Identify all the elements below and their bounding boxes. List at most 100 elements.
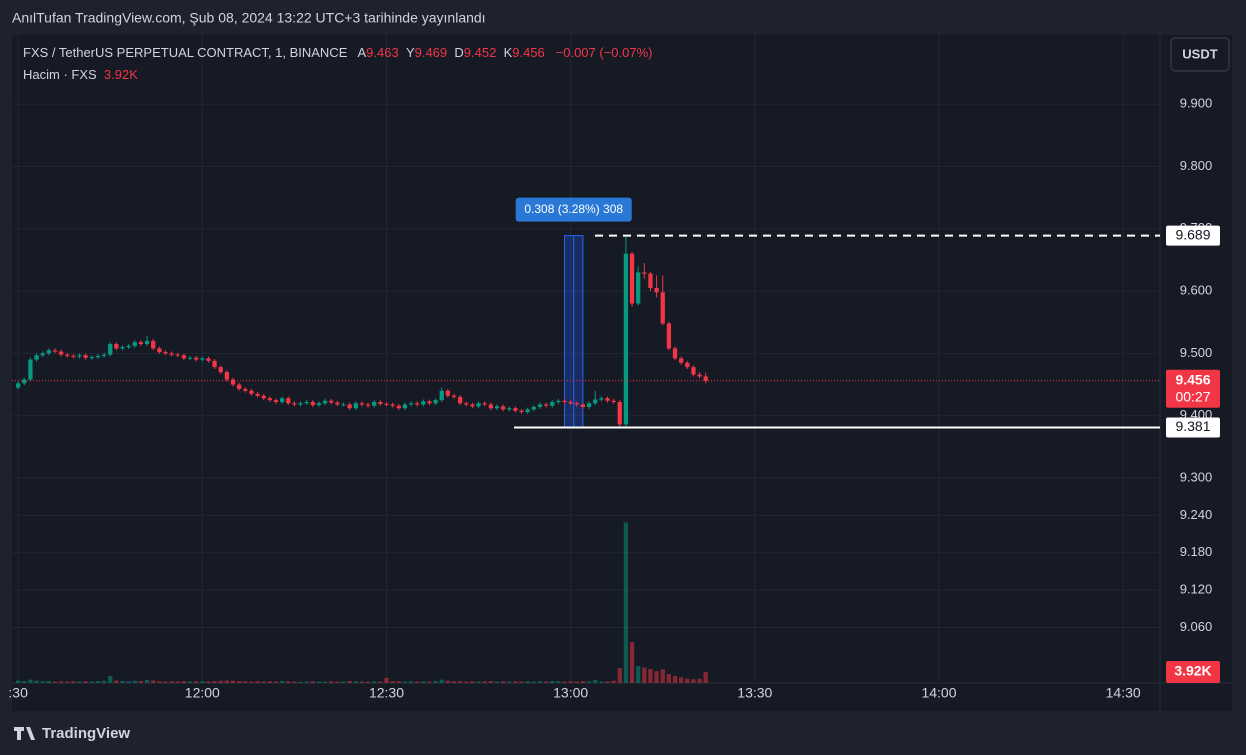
candle-body	[500, 406, 506, 410]
candle-body	[482, 403, 487, 405]
volume-bar	[200, 681, 205, 683]
candle-body	[267, 398, 272, 401]
candle-body	[34, 355, 39, 360]
volume-bar	[390, 681, 395, 683]
candle-body	[181, 355, 187, 359]
candle-body	[114, 344, 119, 349]
volume-bar	[261, 681, 266, 683]
volume-bar	[71, 681, 76, 683]
volume-bar	[230, 680, 236, 683]
volume-bar	[703, 671, 708, 683]
ohlc-label: K	[503, 45, 513, 60]
change: −0.007 (−0.07%)	[555, 45, 653, 60]
candle-body	[586, 403, 592, 407]
volume-bar	[691, 679, 696, 683]
volume-bar	[298, 681, 303, 683]
x-tick-label: :30	[8, 685, 28, 701]
axis: 9.9009.8009.7009.6009.5009.4009.3009.240…	[8, 96, 1220, 701]
candle-body	[433, 400, 438, 404]
candle-body	[623, 253, 629, 425]
volume-bar	[243, 681, 248, 683]
ohlc-value: 9.463	[366, 45, 399, 60]
volume-label: 3.92K	[1174, 663, 1211, 679]
volume-bar	[236, 681, 242, 683]
candle-body	[200, 358, 205, 360]
last-price-label: 9.456	[1175, 372, 1210, 388]
candle-body	[617, 401, 622, 425]
volume-bar	[617, 668, 622, 683]
currency-button[interactable]	[1170, 37, 1230, 72]
candle-body	[451, 395, 457, 398]
volume-bar	[169, 681, 174, 683]
candle-body	[261, 395, 266, 399]
volume-bar	[267, 681, 272, 683]
candle-body	[40, 353, 45, 356]
candle-body	[562, 400, 567, 402]
candle-body	[157, 348, 162, 353]
volume-bar	[396, 681, 401, 683]
candle-body	[341, 404, 346, 406]
candle-body	[304, 401, 309, 404]
volume-bar	[114, 680, 119, 683]
ohlc-label: Y	[405, 45, 415, 60]
volume-bar	[65, 681, 70, 683]
volume-bar	[310, 681, 315, 683]
volume-bar	[273, 681, 279, 683]
currency[interactable]: USDT	[1182, 46, 1217, 61]
candle-body	[169, 353, 174, 355]
candle-body	[163, 352, 168, 354]
countdown: 00:27	[1175, 389, 1210, 405]
candle-body	[353, 403, 358, 409]
candle-body	[445, 390, 451, 396]
volume-bar	[586, 681, 592, 683]
candle-body	[28, 359, 33, 380]
candle-body	[458, 397, 463, 404]
volume-bar	[623, 522, 629, 683]
volume-bar	[347, 681, 352, 683]
price-label: 9.381	[1175, 418, 1210, 434]
volume-bar	[611, 680, 616, 683]
candle-body	[108, 344, 113, 355]
volume-bar	[507, 681, 512, 683]
volume-bar	[537, 681, 543, 683]
candle-body	[224, 372, 230, 380]
volume-bar	[636, 666, 641, 683]
ohlc-label: D	[454, 45, 464, 60]
volume-bar	[279, 681, 285, 683]
volume-bar	[194, 681, 199, 683]
candle-body	[543, 404, 549, 406]
measure-label: 0.308 (3.28%) 308	[524, 202, 623, 216]
candle-body	[642, 272, 647, 274]
candle-body	[629, 253, 635, 304]
price-label-box	[1166, 417, 1220, 438]
y-tick-label: 9.240	[1180, 507, 1213, 522]
candle-body	[691, 367, 696, 375]
ohlc-values: A9.463 Y9.469 D9.452 K9.456	[357, 45, 552, 60]
volume-bar	[101, 680, 107, 683]
candle-body	[126, 345, 131, 348]
candle-body	[703, 376, 708, 381]
candle-body	[120, 347, 125, 349]
publish-header: AnılTufan TradingView.com, Şub 08, 2024 …	[12, 10, 486, 26]
candle-body	[654, 287, 659, 293]
candle-body	[236, 384, 242, 389]
candle-body	[89, 357, 94, 359]
volume-bar	[28, 679, 33, 683]
volume-legend: Hacim · FXS 3.92K	[23, 67, 138, 82]
volume-bar	[562, 681, 567, 683]
volume-bar	[494, 681, 500, 683]
volume-bar	[556, 681, 561, 683]
candle-body	[194, 357, 199, 360]
volume-bar	[40, 681, 45, 683]
volume-bar	[322, 681, 328, 683]
candle-body	[286, 398, 291, 404]
volume-bar	[433, 681, 438, 683]
volume-bar	[126, 681, 131, 683]
volume-bar	[408, 681, 414, 683]
volume-bar	[513, 681, 518, 683]
candle-body	[427, 401, 432, 404]
volume-bar	[132, 680, 137, 683]
volume-bar	[46, 681, 51, 683]
volume-bar	[365, 681, 371, 683]
